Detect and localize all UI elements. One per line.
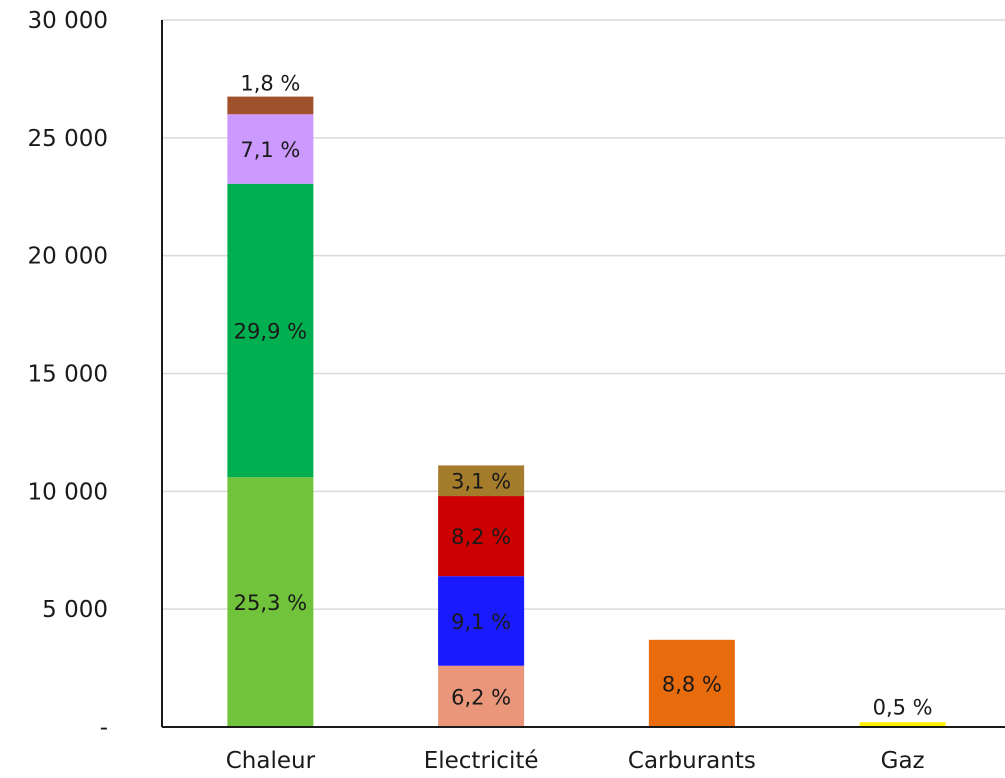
bars [227, 96, 946, 727]
x-axis-category-labels: Chaleur Electricité Carburants Gaz [226, 748, 925, 774]
segment-label: 8,8 % [662, 672, 722, 696]
y-axis-tick-labels: - 5 000 10 000 15 000 20 000 25 000 30 000 [28, 8, 108, 741]
segment-label: 1,8 % [240, 72, 300, 96]
segment-label: 3,1 % [451, 470, 511, 494]
y-tick-label: - [100, 715, 108, 741]
bar-segment [438, 665, 525, 727]
x-category-label: Carburants [628, 748, 756, 774]
y-tick-label: 5 000 [42, 597, 108, 623]
y-tick-label: 25 000 [28, 126, 108, 152]
bar-segment [438, 465, 525, 497]
segment-label: 8,2 % [451, 525, 511, 549]
segment-labels: 25,3 % 29,9 % 7,1 % 1,8 % 6,2 % 9,1 % 8,2 % 3,1… [234, 72, 933, 720]
segment-label: 9,1 % [451, 610, 511, 634]
segment-label: 6,2 % [451, 685, 511, 709]
bar-segment [438, 576, 525, 666]
y-tick-label: 20 000 [28, 244, 108, 270]
bar-segment [227, 114, 314, 184]
x-category-label: Gaz [881, 748, 925, 774]
segment-label: 29,9 % [234, 319, 307, 343]
bar-segment [227, 183, 314, 478]
y-tick-label: 15 000 [28, 362, 108, 388]
segment-label: 25,3 % [234, 591, 307, 615]
bar-segment [438, 496, 525, 577]
segment-label: 7,1 % [240, 138, 300, 162]
bar-segment [227, 477, 314, 727]
bar-segment [648, 639, 735, 727]
y-tick-label: 10 000 [28, 479, 108, 505]
x-category-label: Electricité [424, 748, 539, 774]
y-tick-label: 30 000 [28, 8, 108, 34]
bar-segment [227, 96, 314, 115]
segment-label: 0,5 % [873, 695, 933, 719]
bar-segment [859, 722, 946, 727]
x-category-label: Chaleur [226, 748, 316, 774]
